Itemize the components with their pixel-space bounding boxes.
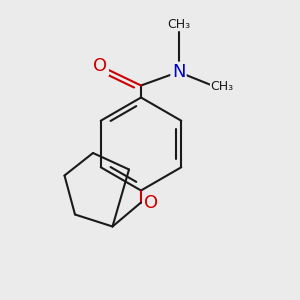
Text: N: N <box>172 63 185 81</box>
Text: O: O <box>143 194 158 212</box>
Text: O: O <box>93 57 108 75</box>
Text: CH₃: CH₃ <box>210 80 234 94</box>
Text: CH₃: CH₃ <box>167 17 190 31</box>
